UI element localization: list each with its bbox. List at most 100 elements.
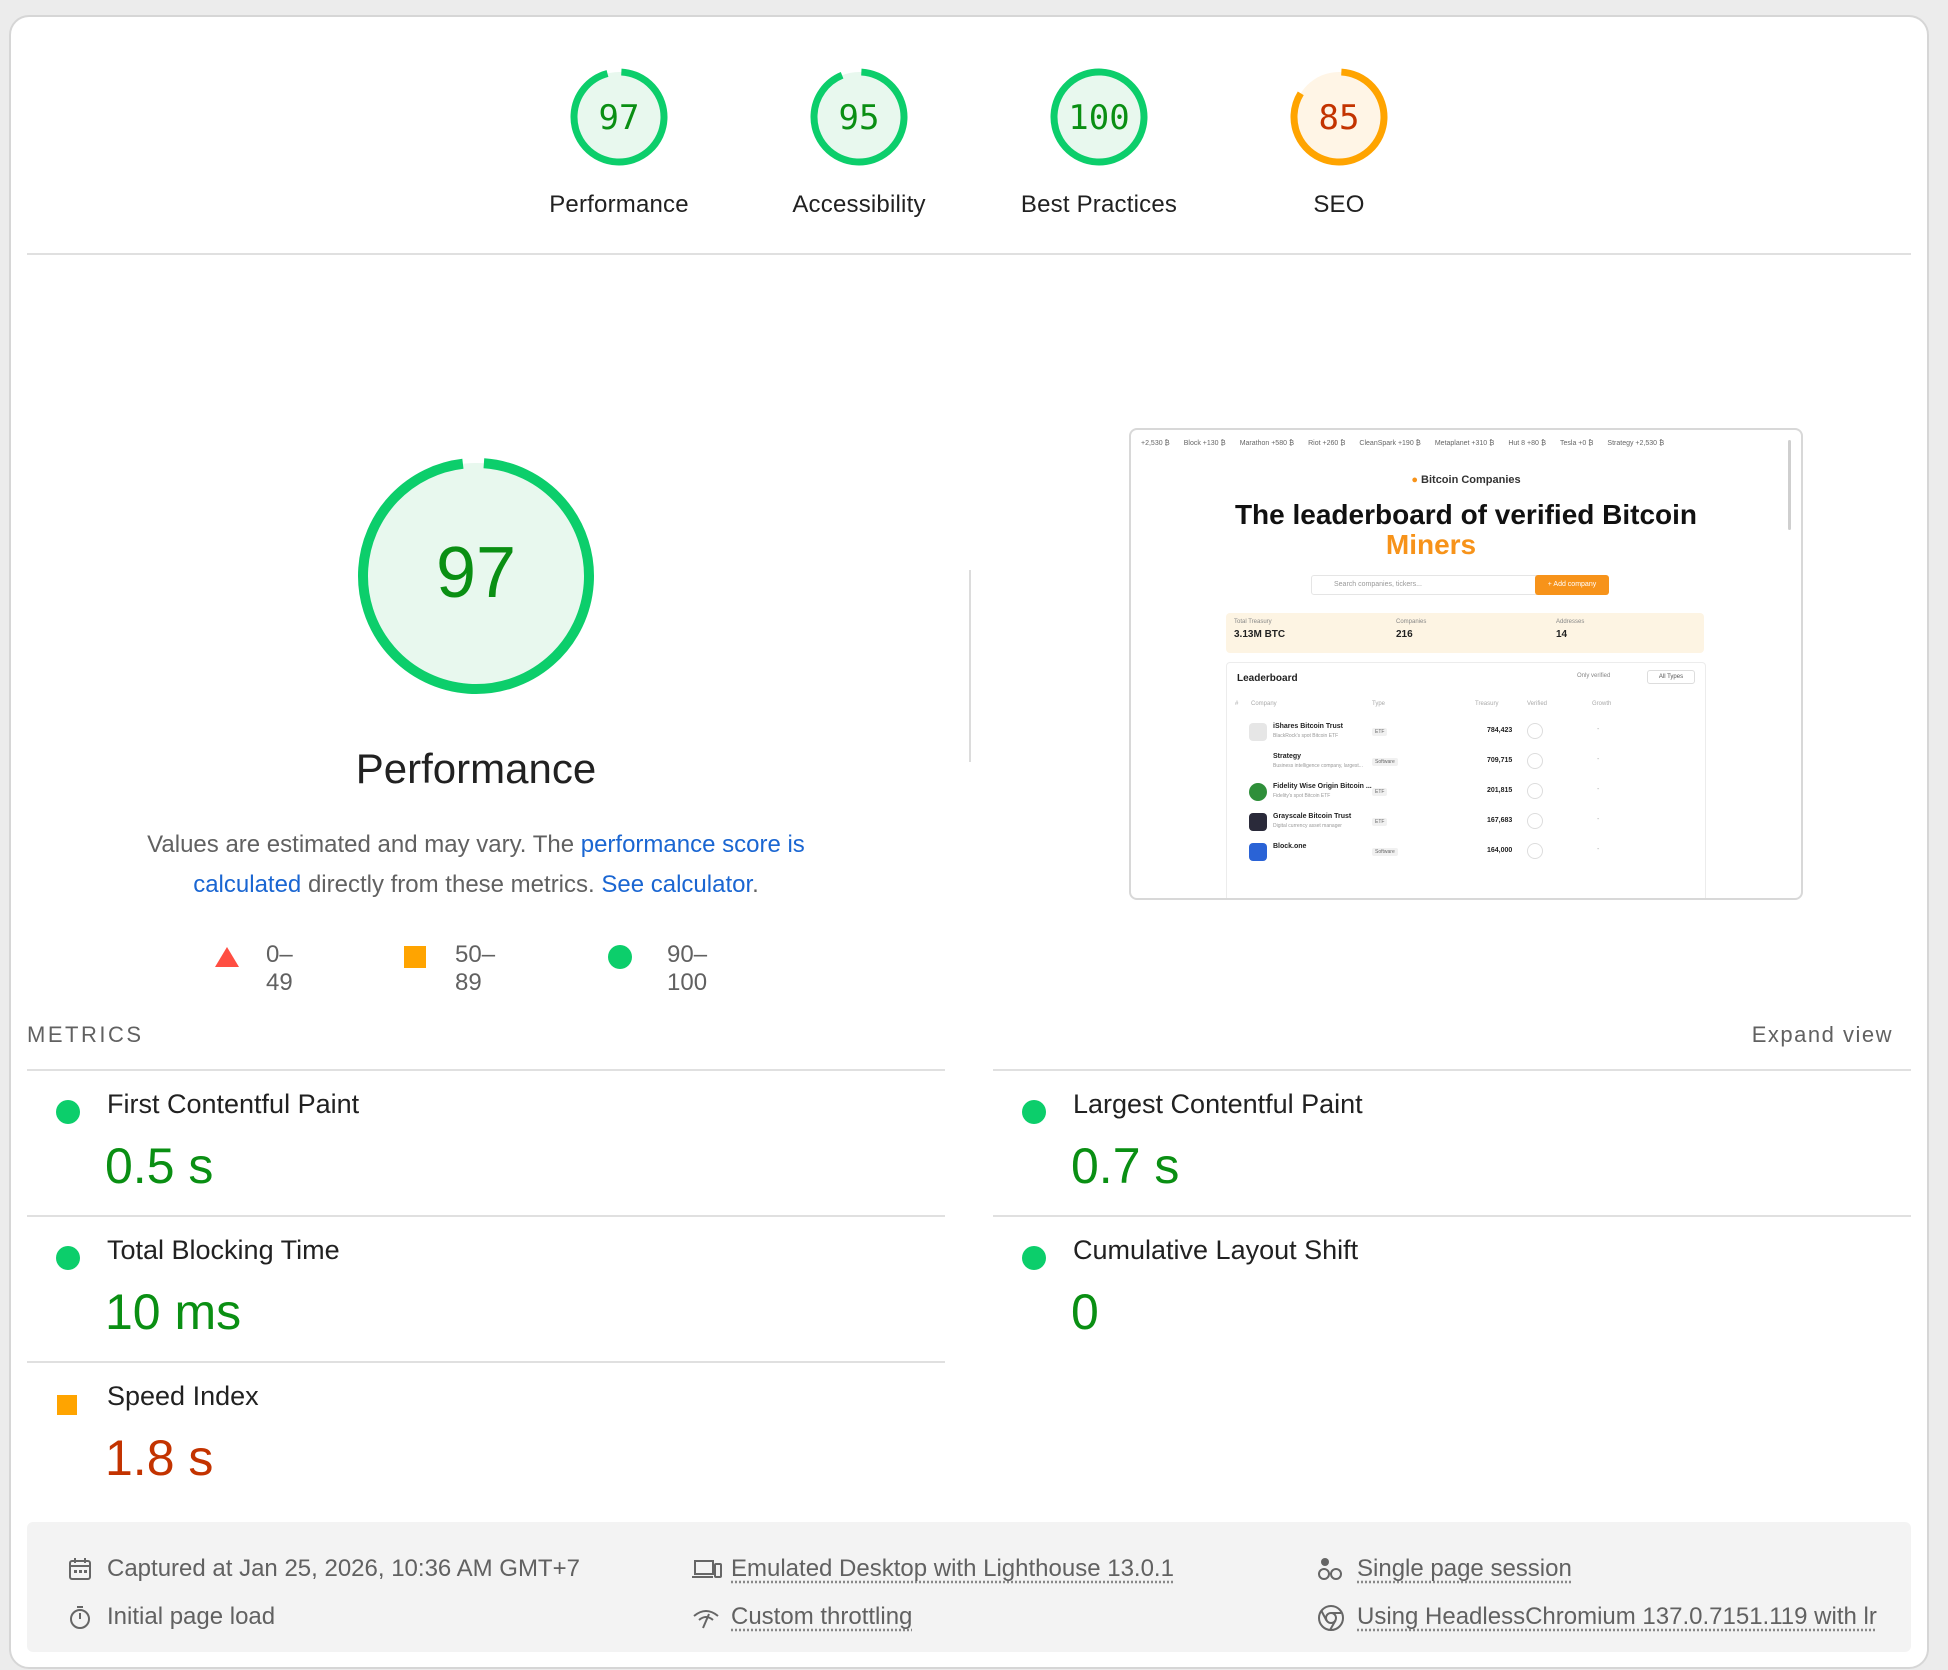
- gauge-accessibility[interactable]: 95 Accessibility: [739, 63, 979, 219]
- company-treasury: 201,815: [1487, 787, 1513, 794]
- ticker-item: Riot +260 ₿: [1308, 440, 1346, 447]
- metric-cls: Cumulative Layout Shift 0: [993, 1217, 1911, 1361]
- metric-title: First Contentful Paint: [107, 1089, 360, 1119]
- col-header: Growth: [1592, 701, 1612, 707]
- site-headline-accent: Miners: [1385, 529, 1477, 560]
- site-badge: ● Bitcoin Companies: [1131, 474, 1801, 486]
- badge-text: Bitcoin Companies: [1421, 474, 1521, 486]
- pass-circle-icon: [56, 1100, 80, 1124]
- score-ring: 85: [1290, 68, 1388, 166]
- footer-link[interactable]: Using HeadlessChromium 137.0.7151.119 wi…: [1357, 1603, 1877, 1630]
- site-add-button: + Add company: [1535, 575, 1609, 595]
- company-treasury: 784,423: [1487, 727, 1513, 734]
- score-ring: 97: [570, 68, 668, 166]
- col-header: Type: [1372, 701, 1386, 707]
- site-search-input: Search companies, tickers...: [1311, 575, 1557, 595]
- pass-circle-icon: [1022, 1246, 1046, 1270]
- triangle-icon: [215, 947, 239, 967]
- metric-divider: [27, 1361, 945, 1363]
- gauge-label: Accessibility: [792, 191, 926, 218]
- score-calculated-link[interactable]: performance score is calculated: [193, 831, 805, 898]
- company-desc: BlackRock's spot Bitcoin ETF: [1273, 733, 1339, 739]
- metric-value: 0.5 s: [105, 1138, 214, 1194]
- stat-value: 14: [1556, 629, 1568, 640]
- ticker-bar: +2,530 ₿ Block +130 ₿ Marathon +580 ₿ Riot …: [1141, 440, 1678, 447]
- stat-value: 3.13M BTC: [1234, 629, 1286, 640]
- metric-speed-index: Speed Index 1.8 s: [27, 1363, 945, 1507]
- table-row: Fidelity Wise Origin Bitcoin ... Fidelit…: [1227, 781, 1705, 811]
- company-treasury: 709,715: [1487, 757, 1513, 764]
- company-logo: [1249, 723, 1267, 741]
- ticker-item: +2,530 ₿: [1141, 440, 1170, 447]
- ticker-item: Marathon +580 ₿: [1239, 440, 1295, 447]
- ticker-item: Metaplanet +310 ₿: [1434, 440, 1495, 447]
- metric-value: 0.7 s: [1071, 1138, 1180, 1194]
- stat-label: Addresses: [1556, 619, 1585, 625]
- footer-text: Captured at Jan 25, 2026, 10:36 AM GMT+7: [107, 1555, 580, 1582]
- session-icon: [1318, 1558, 1342, 1580]
- leaderboard-title: Leaderboard: [1237, 673, 1298, 684]
- metric-divider: [993, 1215, 1911, 1217]
- table-row: Block.one Software 164,000 -: [1227, 841, 1705, 871]
- gauge-label: SEO: [1313, 191, 1365, 218]
- company-logo: [1249, 753, 1267, 771]
- expand-view-toggle[interactable]: Expand view: [1751, 1022, 1893, 1047]
- average-square-icon: [57, 1395, 77, 1415]
- svg-text:95: 95: [839, 98, 880, 138]
- bitcoin-icon: ●: [1411, 474, 1422, 486]
- company-type: ETF: [1372, 818, 1388, 826]
- gauge-best-practices[interactable]: 100 Best Practices: [979, 63, 1219, 219]
- footer-link[interactable]: Emulated Desktop with Lighthouse 13.0.1: [731, 1555, 1174, 1582]
- footer-link[interactable]: Single page session: [1357, 1555, 1572, 1582]
- stat: Total Treasury 3.13M BTC: [1234, 619, 1285, 640]
- metric-divider: [993, 1069, 1911, 1071]
- lighthouse-report: 97 Performance 95 Accessibility 100 Best…: [9, 15, 1929, 1669]
- company-type: ETF: [1372, 728, 1388, 736]
- metric-title: Speed Index: [107, 1381, 259, 1411]
- metric-lcp: Largest Contentful Paint 0.7 s: [993, 1071, 1911, 1215]
- verified-icon: [1527, 783, 1543, 799]
- desktop-device-icon: [692, 1560, 722, 1578]
- legend-label: 50–89: [455, 941, 496, 996]
- gauge-label: Best Practices: [1020, 191, 1178, 218]
- runtime-settings: Captured at Jan 25, 2026, 10:36 AM GMT+7…: [27, 1522, 1911, 1652]
- metric-title: Largest Contentful Paint: [1073, 1089, 1363, 1119]
- stat: Companies 216: [1396, 619, 1426, 640]
- chrome-icon: [1318, 1605, 1344, 1631]
- ticker-item: Hut 8 +80 ₿: [1508, 440, 1547, 447]
- legend-label: 90–100: [667, 941, 708, 996]
- gauge-performance[interactable]: 97 Performance: [499, 63, 739, 219]
- col-header: #: [1235, 701, 1239, 707]
- see-calculator-link[interactable]: See calculator: [601, 871, 753, 898]
- company-desc: Digital currency asset manager: [1273, 823, 1342, 829]
- table-row: iShares Bitcoin Trust BlackRock's spot B…: [1227, 721, 1705, 751]
- legend-label: 0–49: [266, 941, 293, 996]
- company-desc: Business intelligence company, largest..…: [1273, 763, 1363, 769]
- vertical-divider: [969, 570, 971, 762]
- ticker-item: Tesla +0 ₿: [1560, 440, 1594, 447]
- company-type: ETF: [1372, 788, 1388, 796]
- stat-value: 216: [1396, 629, 1413, 640]
- company-name: Block.one: [1273, 843, 1307, 850]
- calendar-icon: [69, 1558, 91, 1580]
- footer-link[interactable]: Custom throttling: [731, 1603, 913, 1630]
- final-screenshot[interactable]: +2,530 ₿ Block +130 ₿ Marathon +580 ₿ Riot …: [1129, 428, 1803, 900]
- only-verified-toggle: Only verified: [1577, 673, 1611, 679]
- gauge-seo[interactable]: 85 SEO: [1219, 63, 1459, 219]
- growth-dash: -: [1597, 816, 1600, 823]
- square-icon: [404, 946, 426, 968]
- metric-title: Total Blocking Time: [107, 1235, 340, 1265]
- stat: Addresses 14: [1556, 619, 1584, 640]
- desc-text: .: [752, 871, 759, 898]
- score-ring: 100: [1050, 68, 1148, 166]
- verified-icon: [1527, 813, 1543, 829]
- company-logo: [1249, 783, 1267, 801]
- svg-text:97: 97: [599, 98, 640, 138]
- company-name: Strategy: [1273, 753, 1302, 760]
- stat-label: Companies: [1396, 619, 1427, 625]
- metric-divider: [27, 1069, 945, 1071]
- growth-dash: -: [1597, 726, 1600, 733]
- performance-description: Values are estimated and may vary. The p…: [111, 825, 841, 905]
- metric-title: Cumulative Layout Shift: [1073, 1235, 1359, 1265]
- metric-tbt: Total Blocking Time 10 ms: [27, 1217, 945, 1361]
